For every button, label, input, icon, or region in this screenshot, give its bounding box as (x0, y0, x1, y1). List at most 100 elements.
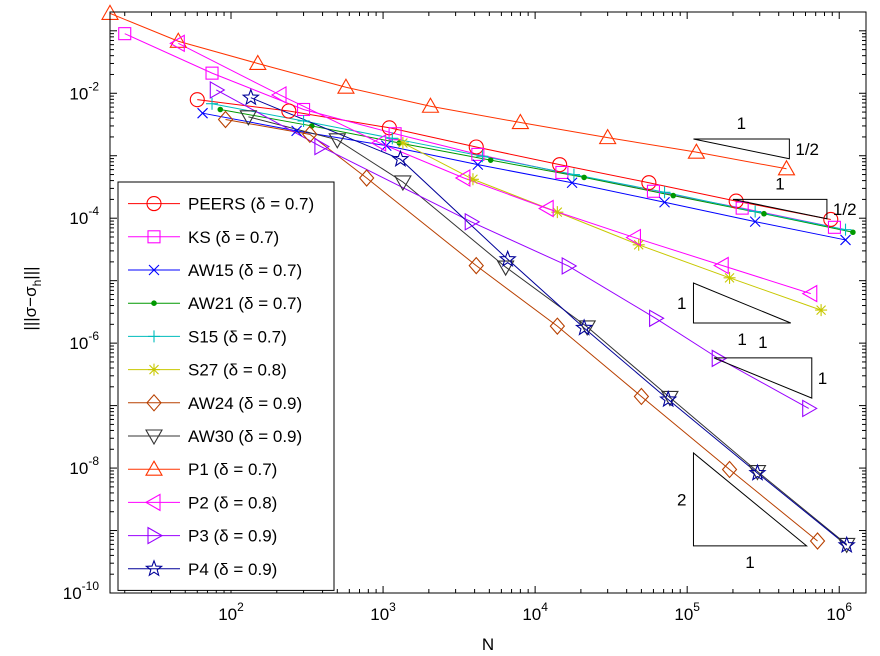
data-point-square (471, 147, 485, 161)
slope-rise-label: 2 (677, 490, 686, 509)
data-point-x (566, 177, 578, 189)
x-tick-label: 105 (674, 600, 700, 624)
legend-marker (146, 393, 162, 412)
data-point-square (735, 201, 749, 215)
series-line-0 (197, 99, 831, 220)
legend-entry: P4 (δ = 0.9) (188, 560, 277, 579)
data-point-diamond (468, 256, 484, 275)
data-point-triangle-up (169, 32, 188, 48)
legend-entry: P1 (δ = 0.7) (188, 460, 277, 479)
series-line-4 (211, 103, 846, 231)
data-point-triangle-right (649, 309, 665, 328)
data-point-triangle-down (239, 110, 258, 126)
data-point-triangle-left (538, 199, 554, 218)
data-point-diamond (633, 387, 650, 406)
series-line-9 (178, 42, 811, 295)
data-point-triangle-up (421, 97, 440, 113)
series-line-11 (250, 97, 848, 546)
slope-run-label: 1 (758, 333, 767, 352)
data-point-triangle-right (711, 349, 728, 368)
data-point-star (837, 535, 856, 554)
legend-marker (145, 429, 163, 446)
y-tick-label: 10-10 (63, 579, 100, 603)
data-point-plus (658, 186, 671, 199)
legend-entry: AW30 (δ = 0.9) (188, 427, 302, 446)
legend-marker (144, 559, 164, 577)
slope-rise-label: 1/2 (795, 140, 819, 159)
data-point-dot (761, 210, 767, 217)
legend-entry: S15 (δ = 0.7) (188, 327, 287, 346)
axes-frame (109, 11, 867, 594)
legend-marker (148, 330, 160, 343)
data-point-triangle-right (561, 257, 578, 275)
data-point-plus (206, 97, 219, 110)
data-point-star (498, 249, 517, 268)
legend-entry: AW24 (δ = 0.9) (188, 394, 302, 413)
x-tick-label: 103 (370, 600, 396, 624)
series-line-8 (110, 12, 787, 170)
data-point-asterisk (723, 271, 736, 284)
data-point-circle (641, 175, 657, 191)
data-point-circle (281, 103, 297, 119)
legend-entry: P3 (δ = 0.9) (188, 527, 277, 546)
data-point-diamond (809, 532, 826, 550)
data-point-star (391, 149, 410, 167)
data-point-asterisk (396, 136, 409, 149)
legend: PEERS (δ = 0.7) KS (δ = 0.7) AW15 (δ = 0.7… (117, 181, 335, 591)
data-point-triangle-left (454, 169, 471, 187)
data-point-triangle-up (248, 54, 267, 71)
data-point-plus (297, 114, 310, 127)
data-point-triangle-right (314, 137, 330, 156)
data-point-star (241, 88, 260, 106)
slope-triangle (713, 357, 813, 399)
data-point-circle (552, 157, 568, 173)
slope-rise-label: 1 (677, 294, 686, 313)
x-axis-label: N (482, 635, 494, 654)
legend-marker (144, 493, 161, 512)
legend-marker (148, 363, 160, 376)
x-tick-label: 106 (826, 600, 852, 624)
data-point-star (575, 318, 594, 336)
series-line-5 (402, 142, 822, 311)
data-point-circle (189, 92, 205, 108)
legend-marker (151, 300, 157, 307)
data-point-circle (823, 211, 839, 228)
data-point-triangle-down (496, 260, 515, 277)
data-point-square (388, 127, 402, 141)
data-point-triangle-down (393, 175, 412, 192)
x-tick-label: 102 (218, 600, 244, 624)
data-point-x (749, 216, 761, 227)
data-point-circle (468, 139, 484, 155)
data-point-plus (839, 223, 852, 236)
legend-entry: KS (δ = 0.7) (188, 228, 279, 247)
data-point-plus (567, 168, 580, 181)
data-point-plus (749, 205, 762, 218)
slope-triangle (732, 198, 828, 220)
data-point-triangle-right (464, 212, 481, 231)
data-point-dot (670, 192, 677, 199)
data-point-triangle-left (625, 228, 641, 247)
data-point-triangle-up (337, 78, 355, 94)
data-point-diamond (721, 460, 738, 479)
legend-entry: PEERS (δ = 0.7) (188, 195, 314, 214)
legend-marker (145, 460, 163, 476)
data-point-triangle-up (777, 159, 796, 176)
series-line-7 (248, 116, 848, 545)
legend-marker (147, 230, 161, 244)
data-point-triangle-up (511, 113, 530, 130)
data-point-triangle-left (370, 134, 387, 152)
slope-triangle (692, 282, 791, 324)
data-point-square (118, 27, 132, 41)
data-point-diamond (549, 317, 566, 335)
slope-run-label: 1 (737, 114, 746, 133)
data-point-triangle-up (687, 143, 706, 159)
data-point-dot (487, 157, 494, 163)
y-tick-label: 10-2 (69, 79, 99, 103)
data-point-diamond (302, 125, 318, 144)
data-point-square (555, 165, 569, 180)
slope-triangle (692, 451, 808, 547)
data-point-triangle-down (328, 133, 347, 149)
legend-marker (148, 264, 160, 276)
data-point-asterisk (551, 206, 564, 219)
